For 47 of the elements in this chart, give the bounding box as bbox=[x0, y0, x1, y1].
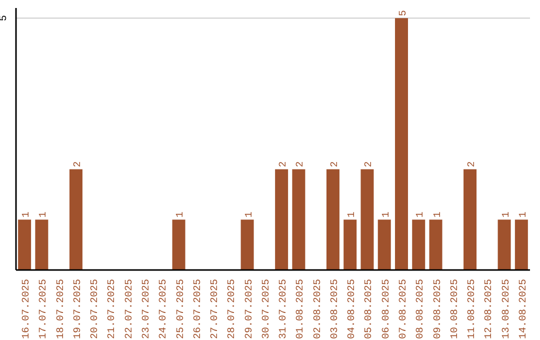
x-tick-label: 23.07.2025 bbox=[142, 279, 152, 340]
x-tick-label: 03.08.2025 bbox=[330, 279, 341, 340]
x-tick-label: 20.07.2025 bbox=[90, 279, 102, 340]
x-tick-label: 05.08.2025 bbox=[364, 279, 376, 340]
data-label: 1 bbox=[501, 212, 512, 218]
data-label: 1 bbox=[176, 212, 187, 218]
x-tick-label: 13.08.2025 bbox=[501, 279, 512, 340]
x-tick-label: 24.07.2025 bbox=[158, 279, 170, 340]
x-tick-label: 02.08.2025 bbox=[312, 279, 324, 340]
x-tick-label: 18.07.2025 bbox=[56, 279, 67, 340]
x-tick-label: 10.08.2025 bbox=[450, 279, 461, 340]
x-tick-label: 30.07.2025 bbox=[261, 279, 272, 340]
x-tick-label: 11.08.2025 bbox=[467, 279, 478, 340]
data-label: 2 bbox=[364, 161, 376, 168]
x-tick-label: 12.08.2025 bbox=[484, 279, 496, 340]
x-tick-label: 25.07.2025 bbox=[176, 279, 187, 340]
data-label: 1 bbox=[518, 212, 530, 218]
data-label: 1 bbox=[22, 212, 33, 218]
x-tick-label: 29.07.2025 bbox=[244, 279, 256, 340]
data-label: 5 bbox=[398, 10, 410, 16]
data-label: 1 bbox=[381, 212, 392, 218]
x-tick-label: 22.07.2025 bbox=[124, 279, 136, 340]
data-label: 2 bbox=[330, 161, 341, 168]
x-tick-label: 26.07.2025 bbox=[192, 279, 204, 340]
data-label: 2 bbox=[72, 161, 84, 168]
x-tick-label: 07.08.2025 bbox=[398, 279, 410, 340]
data-label: 1 bbox=[416, 212, 427, 218]
data-label: 1 bbox=[244, 212, 256, 218]
x-tick-label: 17.07.2025 bbox=[38, 279, 50, 340]
x-tick-label: 19.07.2025 bbox=[72, 279, 84, 340]
x-tick-label: 01.08.2025 bbox=[296, 279, 307, 340]
x-tick-label: 27.07.2025 bbox=[210, 279, 222, 340]
data-label: 2 bbox=[278, 161, 290, 168]
data-label: 1 bbox=[432, 212, 444, 218]
data-label: 2 bbox=[467, 161, 478, 168]
data-label: 1 bbox=[38, 212, 50, 218]
data-label: 1 bbox=[347, 212, 358, 218]
x-tick-label: 08.08.2025 bbox=[416, 279, 427, 340]
x-tick-label: 28.07.2025 bbox=[227, 279, 238, 340]
x-tick-label: 06.08.2025 bbox=[381, 279, 392, 340]
x-tick-label: 16.07.2025 bbox=[22, 279, 33, 340]
x-tick-label: 09.08.2025 bbox=[432, 279, 444, 340]
x-tick-label: 31.07.2025 bbox=[278, 279, 290, 340]
data-label: 2 bbox=[296, 161, 307, 168]
x-tick-label: 21.07.2025 bbox=[107, 279, 118, 340]
x-tick-label: 14.08.2025 bbox=[518, 279, 530, 340]
x-tick-label: 04.08.2025 bbox=[347, 279, 358, 340]
